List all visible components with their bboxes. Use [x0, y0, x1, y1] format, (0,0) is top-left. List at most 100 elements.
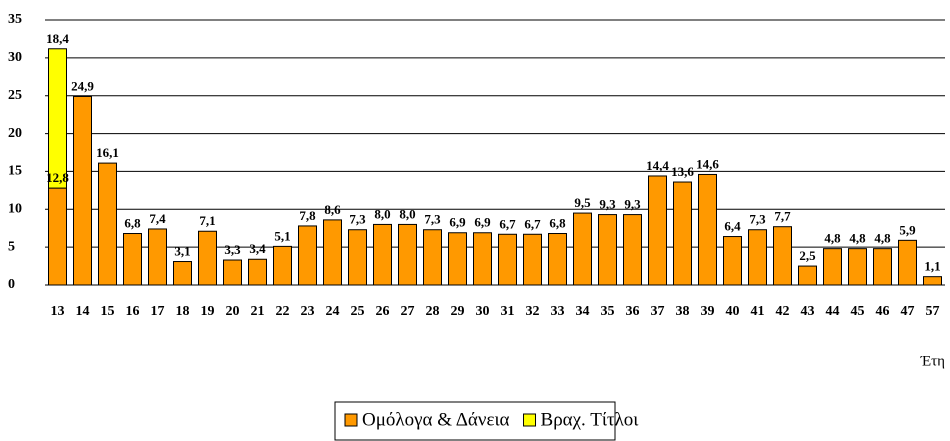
x-tick-label: 25 [351, 304, 365, 319]
data-label: 7,3 [349, 212, 366, 227]
y-tick-label: 30 [8, 50, 22, 65]
data-label: 14,6 [696, 156, 719, 171]
data-label: 7,3 [749, 212, 766, 227]
data-label: 7,8 [299, 208, 316, 223]
x-tick-label: 28 [426, 304, 440, 319]
bar-segment [523, 233, 542, 286]
data-label: 7,3 [424, 212, 441, 227]
data-label: 6,7 [499, 216, 516, 231]
y-tick-label: 15 [8, 164, 22, 179]
data-label: 6,8 [549, 215, 566, 230]
y-tick-label: 35 [8, 12, 22, 27]
bar-segment [448, 232, 467, 286]
legend-label: Ομόλογα & Δάνεια [362, 409, 510, 430]
x-tick-label: 45 [851, 304, 865, 319]
data-label: 6,7 [524, 216, 541, 231]
bar-segment [248, 258, 267, 286]
bar-segment [73, 95, 92, 286]
bar-segment [498, 233, 517, 286]
x-tick-label: 22 [276, 304, 290, 319]
legend-label: Βραχ. Τίτλοι [541, 409, 640, 430]
data-label: 24,9 [71, 78, 94, 93]
bar-segment [273, 245, 292, 286]
x-tick-label: 20 [226, 304, 240, 319]
data-label: 9,5 [574, 195, 591, 210]
bar-segment [898, 239, 917, 286]
data-label: 6,9 [449, 215, 466, 230]
data-label: 5,9 [899, 222, 916, 237]
bar-segment [823, 248, 842, 286]
legend-box [334, 401, 616, 441]
x-tick-label: 57 [926, 304, 940, 319]
bar-segment [198, 230, 217, 286]
x-tick-label: 26 [376, 304, 390, 319]
data-label: 13,6 [671, 164, 694, 179]
y-tick-label: 0 [8, 277, 15, 292]
x-tick-label: 38 [676, 304, 690, 319]
y-tick-label: 25 [8, 88, 22, 103]
data-label: 8,6 [324, 202, 341, 217]
bar-segment [748, 229, 767, 286]
x-tick-label: 44 [826, 304, 840, 319]
x-tick-label: 34 [576, 304, 590, 319]
y-tick-label: 10 [8, 202, 22, 217]
bar-segment [623, 214, 642, 286]
bar-segment [873, 248, 892, 286]
y-tick-label: 20 [8, 126, 22, 141]
bar-segment [723, 236, 742, 286]
x-tick-label: 47 [901, 304, 915, 319]
legend-swatch [523, 413, 537, 427]
data-label: 7,1 [199, 213, 215, 228]
bar-segment [373, 223, 392, 286]
data-label: 3,3 [224, 242, 241, 257]
bar-segment [773, 226, 792, 286]
x-tick-label: 16 [126, 304, 140, 319]
data-label: 6,9 [474, 215, 491, 230]
data-label: 8,0 [399, 206, 415, 221]
x-tick-label: 42 [776, 304, 790, 319]
data-label: 8,0 [374, 206, 390, 221]
x-tick-label: 31 [501, 304, 515, 319]
bar-segment [348, 229, 367, 286]
x-tick-label: 40 [726, 304, 740, 319]
data-label: 12,8 [46, 170, 69, 185]
bar-segment [48, 48, 67, 189]
x-tick-label: 39 [701, 304, 715, 319]
data-label: 16,1 [96, 145, 119, 160]
bar-segment [673, 181, 692, 286]
x-tick-label: 13 [51, 304, 65, 319]
bar-segment [323, 219, 342, 286]
bar-segment [473, 232, 492, 286]
bar-segment [173, 261, 192, 286]
bar-segment [98, 162, 117, 286]
x-tick-label: 33 [551, 304, 565, 319]
x-tick-label: 37 [651, 304, 665, 319]
data-label: 18,4 [46, 31, 69, 46]
bar-segment [298, 225, 317, 286]
x-tick-label: 46 [876, 304, 890, 319]
data-label: 1,1 [924, 259, 940, 274]
x-tick-label: 19 [201, 304, 215, 319]
x-tick-label: 36 [626, 304, 640, 319]
data-label: 9,3 [624, 197, 641, 212]
data-label: 14,4 [646, 158, 669, 173]
data-label: 6,8 [124, 215, 141, 230]
x-tick-label: 35 [601, 304, 615, 319]
bar-segment [798, 265, 817, 286]
data-label: 3,4 [249, 241, 266, 256]
bar-segment [548, 233, 567, 286]
data-label: 4,8 [824, 231, 841, 246]
x-tick-label: 32 [526, 304, 540, 319]
data-label: 9,3 [599, 197, 616, 212]
x-tick-label: 30 [476, 304, 490, 319]
bar-segment [398, 223, 417, 286]
x-tick-label: 18 [176, 304, 190, 319]
x-tick-label: 14 [76, 304, 90, 319]
bar-segment [573, 212, 592, 286]
bar-segment [698, 173, 717, 286]
bar-segment [923, 276, 942, 286]
bar-segment [148, 228, 167, 286]
x-tick-label: 29 [451, 304, 465, 319]
x-tick-label: 27 [401, 304, 415, 319]
x-tick-label: 23 [301, 304, 315, 319]
